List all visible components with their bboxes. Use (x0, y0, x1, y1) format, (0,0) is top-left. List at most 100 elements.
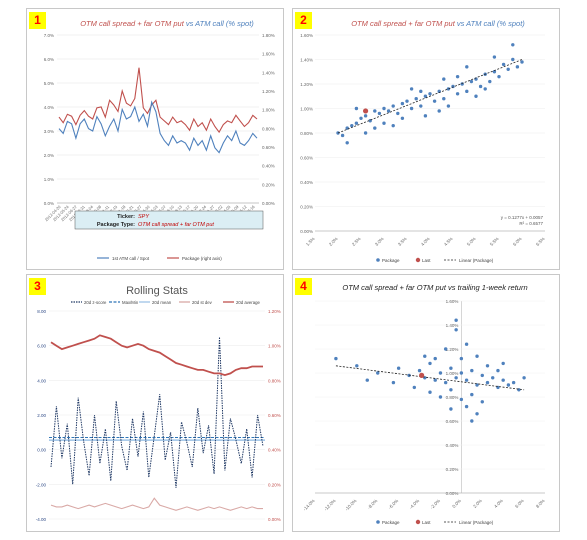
chart-title: OTM call spread + far OTM put vs trailin… (342, 283, 527, 292)
y-tick-label-left: 8.00 (37, 309, 46, 314)
scatter-point-package (377, 111, 382, 116)
y-tick-label-right: 0.20% (268, 482, 281, 487)
chart-title: Rolling Stats (126, 285, 188, 297)
scatter-point-package (464, 378, 469, 382)
x-tick-label: 3.0% (374, 236, 385, 247)
legend-marker-last (415, 257, 421, 263)
scatter-point-package (442, 77, 446, 81)
scatter-point-package (433, 356, 437, 361)
scatter-point-package (446, 104, 451, 108)
legend-label-last: Last (422, 520, 431, 525)
trend-line (335, 365, 525, 391)
y-tick-label: 0.80% (300, 131, 313, 136)
scatter-point-package (428, 92, 432, 96)
scatter-point-package (465, 89, 469, 94)
scatter-point-package (483, 87, 487, 91)
chart-panel-2: 2 OTM call spread + far OTM put vs ATM c… (292, 8, 560, 270)
panel-number-badge: 2 (295, 12, 312, 29)
legend-label-trend: Linear (Package) (459, 258, 494, 263)
legend-label: 20d mean (152, 300, 172, 305)
scatter-point-package (449, 366, 453, 370)
panel-number-badge: 1 (29, 12, 46, 29)
scatter-point-package (412, 385, 417, 390)
x-tick-label: 1.5% (305, 236, 316, 247)
chart-panel-1: 1 OTM call spread + far OTM put vs ATM c… (26, 8, 284, 270)
scatter-point-last (419, 372, 425, 378)
y-tick-label-right: 0.80% (268, 378, 281, 383)
scatter-point-package (354, 121, 359, 125)
chart-title: OTM call spread + far OTM put vs ATM cal… (80, 19, 254, 28)
scatter-point-package (459, 397, 464, 402)
x-tick-label: -14.0% (302, 498, 316, 512)
scatter-point-package (522, 376, 526, 380)
x-tick-label: 3.5% (397, 236, 408, 247)
series-line-atm-call (58, 100, 258, 154)
scatter-point-package (414, 97, 418, 101)
scatter-point-package (386, 109, 391, 113)
y-tick-label-left: 2.0% (44, 153, 54, 158)
scatter-point-package (480, 373, 484, 378)
y-tick-label-left: 4.0% (44, 105, 54, 110)
info-box (74, 210, 264, 230)
y-tick-label-right: 0.60% (262, 145, 275, 150)
y-tick-label-left: 1.0% (44, 177, 54, 182)
scatter-point-package (459, 371, 464, 375)
x-tick-label: -6.0% (387, 498, 399, 510)
legend-label-package: Package (right axis) (182, 256, 222, 261)
scatter-point-package (391, 104, 395, 108)
chart-panel-3: 3 Rolling Stats 20d z-score Max/Min 20d mea… (26, 274, 284, 532)
y-tick-label-right: 1.60% (262, 52, 275, 57)
y-tick-label: 0.00% (300, 229, 313, 234)
y-tick-label-right: 1.00% (262, 108, 275, 113)
y-tick-label-right: 1.00% (268, 344, 281, 349)
legend-label: 20d st dev (192, 300, 213, 305)
scatter-point-package (432, 99, 437, 103)
chart-title-part-2: vs ATM call (% spot) (455, 19, 526, 28)
scatter-point-package (354, 106, 359, 111)
x-tick-label: 6.0% (512, 236, 523, 247)
chart-1-svg: OTM call spread + far OTM put vs ATM cal… (44, 19, 275, 261)
scatter-point-package (400, 101, 405, 106)
y-tick-label-left: 2.00 (37, 413, 46, 418)
chart-title: OTM call spread + far OTM put vs ATM cal… (351, 19, 525, 28)
scatter-point-package (373, 126, 377, 130)
legend-label: 20d z-score (84, 300, 107, 305)
y-tick-label: 1.40% (300, 58, 313, 63)
y-tick-label-left: 0.00 (37, 448, 46, 453)
scatter-point-package (437, 109, 441, 113)
y-tick-label-right: 0.00% (268, 517, 281, 522)
scatter-point-package (480, 400, 484, 404)
chart-panel-4: 4 OTM call spread + far OTM put vs trail… (292, 274, 560, 532)
scatter-point-package (520, 60, 524, 64)
x-tick-label: 8.0% (535, 498, 546, 509)
y-tick-label: 0.60% (300, 156, 313, 161)
series-line-average (50, 334, 263, 377)
y-tick-label-right: 1.20% (262, 89, 275, 94)
chart-3-svg: Rolling Stats 20d z-score Max/Min 20d mean 2… (36, 285, 281, 522)
chart-title-part-1: OTM call spread + far OTM put (342, 283, 446, 292)
scatter-point-package (365, 378, 369, 382)
y-tick-label: 1.60% (446, 299, 459, 304)
chart-title-part-1: OTM call spread + far OTM put (351, 19, 455, 28)
scatter-point-package (443, 380, 448, 385)
scatter-point-package (454, 376, 458, 380)
y-tick-label-left: 6.0% (44, 57, 54, 62)
series-line-zscore (50, 336, 264, 488)
y-tick-label: 0.60% (446, 419, 459, 424)
scatter-point-package (428, 390, 432, 394)
trend-r-squared: R² = 0.6577 (519, 221, 543, 226)
scatter-point-package (455, 92, 460, 96)
scatter-point-package (497, 74, 501, 79)
y-tick-label: 1.40% (446, 323, 459, 328)
y-tick-label-right: 0.40% (262, 164, 275, 169)
scatter-point-package (363, 131, 368, 135)
scatter-point-package (359, 116, 363, 121)
chart-title-part-2: vs trailing 1-week return (446, 283, 528, 292)
scatter-point-package (376, 371, 380, 375)
series-line-stdev (50, 497, 263, 511)
scatter-point-package (496, 368, 500, 373)
scatter-point-package (419, 104, 423, 108)
x-tick-label: 4.0% (420, 236, 431, 247)
scatter-point-package (485, 364, 490, 368)
scatter-point-package (454, 328, 458, 332)
